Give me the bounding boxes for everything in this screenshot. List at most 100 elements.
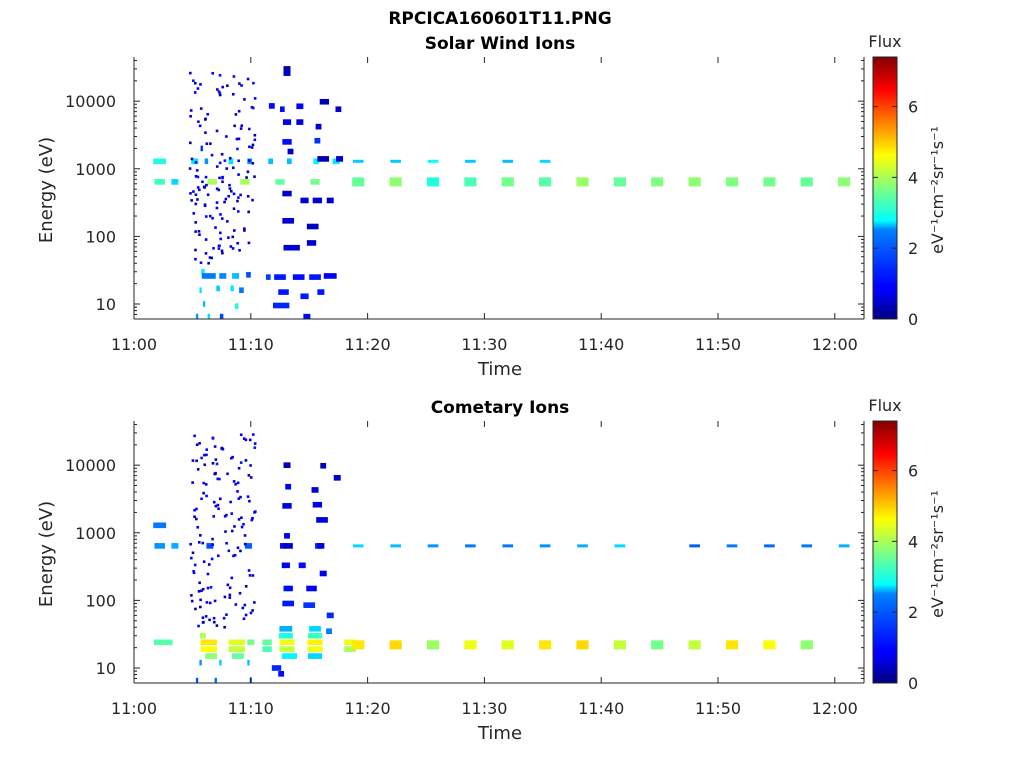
flux-cell	[191, 481, 194, 484]
flux-cell	[248, 159, 251, 162]
x-tick-label: 11:20	[345, 699, 391, 718]
flux-cell	[242, 437, 246, 440]
flux-cell	[211, 216, 214, 220]
flux-cell	[726, 544, 738, 548]
flux-cell	[240, 84, 243, 87]
flux-cell	[244, 585, 248, 588]
flux-cell	[275, 179, 285, 185]
flux-cell	[200, 145, 203, 152]
flux-cell	[197, 624, 200, 628]
flux-cell	[213, 599, 217, 603]
flux-cell	[204, 158, 209, 165]
flux-cell	[296, 119, 304, 125]
flux-cell	[282, 217, 295, 224]
flux-cell	[171, 179, 179, 185]
flux-cell	[247, 474, 251, 477]
flux-cell	[292, 274, 305, 280]
figure-title: RPCICA160601T11.PNG	[388, 9, 611, 29]
flux-cell	[195, 443, 199, 447]
flux-cell	[283, 585, 293, 592]
flux-cell	[464, 640, 477, 650]
flux-cell	[239, 495, 242, 499]
flux-cell	[219, 213, 222, 216]
flux-cell	[197, 120, 200, 123]
flux-cell	[215, 462, 219, 466]
flux-cell	[207, 313, 210, 319]
flux-cell	[239, 549, 242, 553]
flux-cell	[279, 646, 295, 652]
flux-cell	[390, 544, 401, 548]
flux-cell	[465, 159, 476, 163]
spectrogram-area: 11:00 11:10 11:20 11:30 11:40 11:50 12:00 10 100…	[65, 420, 918, 718]
flux-cell	[232, 653, 244, 659]
flux-cell	[211, 537, 214, 541]
flux-cell	[194, 193, 198, 197]
flux-cell	[229, 500, 232, 504]
flux-cell	[218, 93, 222, 97]
flux-cell	[206, 572, 210, 576]
flux-cell	[246, 495, 250, 498]
flux-cell	[251, 609, 254, 612]
flux-cell	[221, 175, 224, 179]
flux-cell	[221, 251, 224, 255]
flux-cell	[313, 158, 320, 165]
flux-cell	[228, 593, 232, 597]
flux-cell	[195, 313, 199, 319]
flux-cell	[253, 442, 257, 445]
flux-cell	[199, 287, 202, 294]
flux-cell	[244, 459, 248, 462]
colorbar-tick-label: 0	[908, 310, 918, 329]
flux-cell	[212, 246, 215, 250]
flux-cell	[247, 659, 250, 666]
flux-cell	[689, 544, 700, 548]
flux-cell	[231, 166, 235, 170]
flux-cell	[241, 606, 245, 610]
flux-cell	[231, 235, 235, 239]
flux-cell	[763, 640, 776, 650]
flux-cell	[282, 503, 292, 509]
flux-cell	[226, 472, 229, 476]
flux-cell	[218, 497, 222, 501]
y-tick-label: 1000	[75, 160, 116, 179]
flux-cell	[251, 433, 255, 436]
flux-cell	[196, 186, 200, 189]
flux-cell	[251, 143, 255, 147]
flux-cell	[231, 92, 235, 96]
flux-cell	[243, 98, 246, 101]
flux-cell	[336, 156, 344, 162]
flux-cell	[203, 453, 206, 457]
flux-cell	[764, 544, 775, 548]
colorbar	[872, 420, 898, 684]
colorbar-tick-label: 4	[908, 168, 918, 187]
flux-cell	[246, 77, 250, 81]
flux-cell	[233, 553, 237, 557]
flux-cell	[199, 659, 202, 666]
flux-cell	[242, 522, 245, 526]
flux-cell	[335, 106, 342, 113]
flux-cell	[309, 274, 321, 280]
flux-cell	[250, 146, 254, 149]
flux-cell	[171, 543, 179, 549]
flux-cell	[153, 522, 167, 529]
flux-cell	[236, 210, 240, 213]
flux-cell	[247, 210, 250, 214]
x-tick-label: 11:00	[111, 699, 157, 718]
flux-cell	[199, 632, 206, 639]
flux-cell	[215, 206, 219, 210]
flux-cell	[282, 600, 295, 607]
flux-cell	[192, 79, 195, 83]
flux-cell	[427, 544, 439, 548]
flux-cell	[194, 221, 197, 224]
flux-cell	[208, 256, 212, 259]
flux-cell	[234, 113, 238, 116]
flux-cell	[200, 639, 217, 646]
flux-cell	[191, 459, 195, 462]
flux-cell	[239, 127, 243, 130]
flux-cell	[283, 244, 300, 251]
flux-cell	[205, 494, 208, 498]
flux-cell	[307, 639, 323, 646]
flux-cell	[201, 180, 204, 184]
flux-cell	[244, 438, 248, 442]
colorbar-tick-label: 2	[908, 239, 918, 258]
